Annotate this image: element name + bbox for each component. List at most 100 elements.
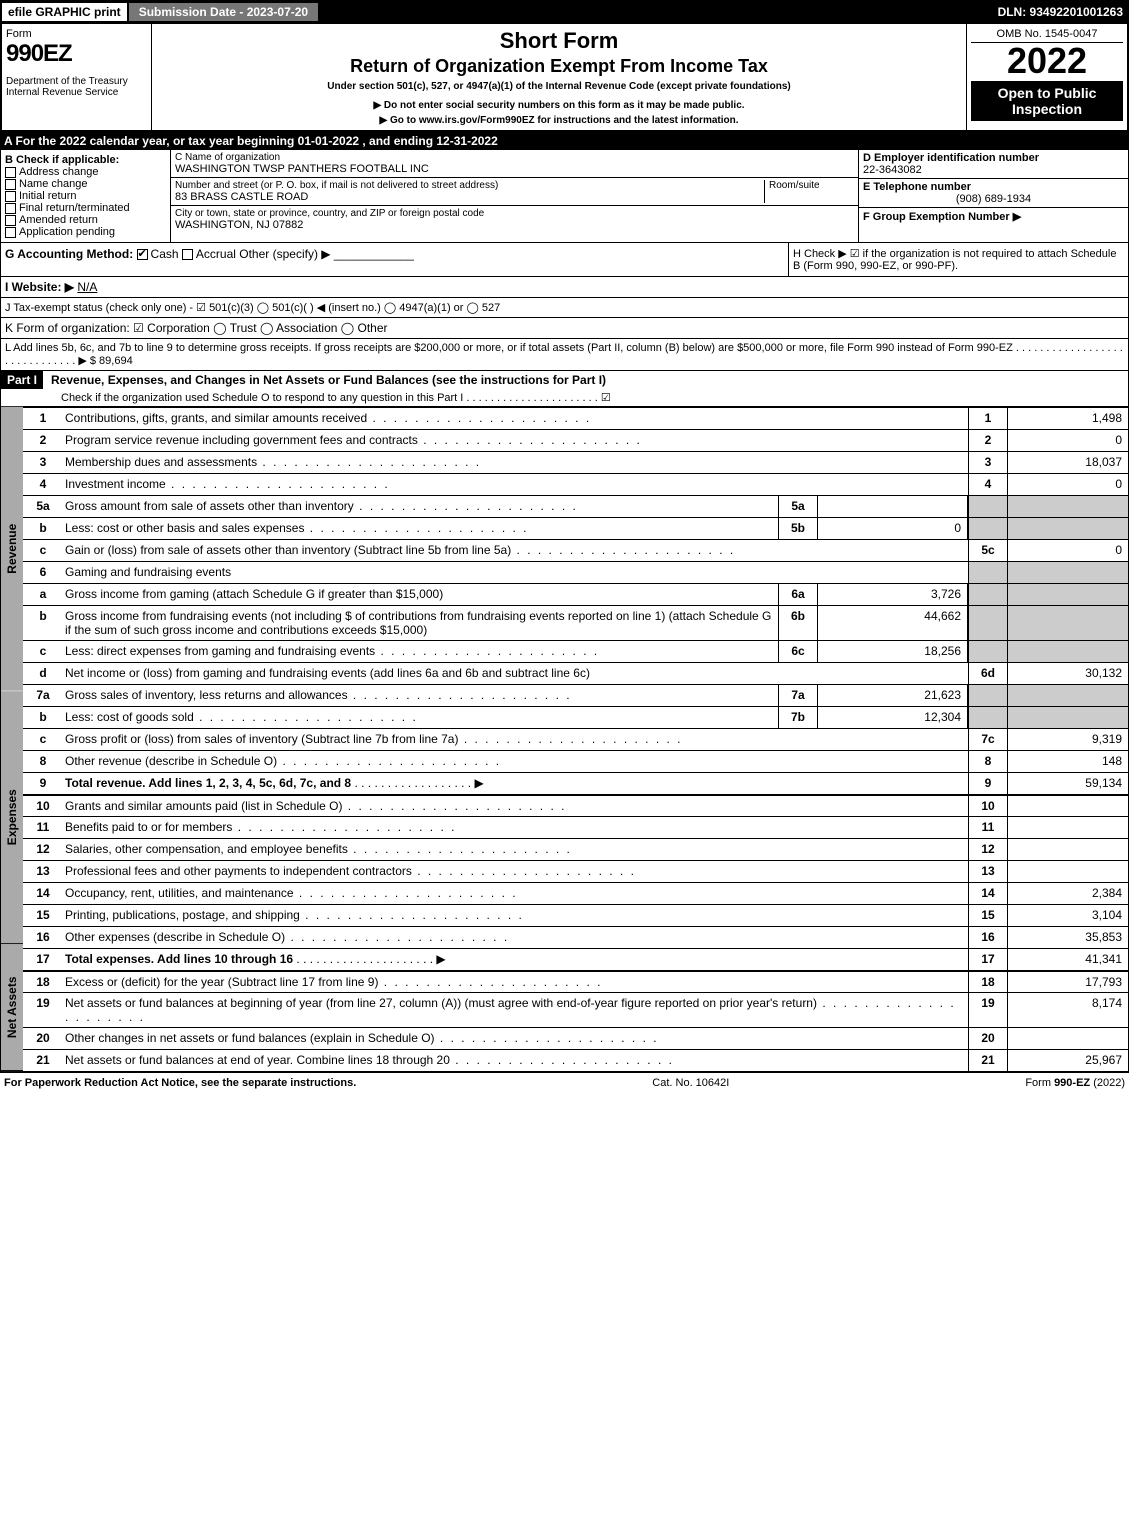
line-16-desc: Other expenses (describe in Schedule O) bbox=[63, 927, 968, 948]
topbar: efile GRAPHIC print Submission Date - 20… bbox=[0, 0, 1129, 24]
part-i-label: Part I bbox=[1, 371, 43, 389]
c-name-label: C Name of organization bbox=[175, 152, 854, 163]
footer: For Paperwork Reduction Act Notice, see … bbox=[0, 1072, 1129, 1093]
line-1-desc: Contributions, gifts, grants, and simila… bbox=[63, 408, 968, 429]
chk-final-return[interactable]: Final return/terminated bbox=[5, 202, 166, 214]
col-d: D Employer identification number 22-3643… bbox=[858, 150, 1128, 242]
header-mid: Short Form Return of Organization Exempt… bbox=[152, 24, 967, 130]
chk-application-pending[interactable]: Application pending bbox=[5, 226, 166, 238]
city-state-zip: WASHINGTON, NJ 07882 bbox=[175, 219, 854, 231]
room-label: Room/suite bbox=[769, 180, 854, 191]
line-14-val: 2,384 bbox=[1008, 883, 1128, 904]
line-2-desc: Program service revenue including govern… bbox=[63, 430, 968, 451]
main-table: Revenue Expenses Net Assets 1Contributio… bbox=[0, 407, 1129, 1072]
line-6d-val: 30,132 bbox=[1008, 663, 1128, 684]
ein-value: 22-3643082 bbox=[863, 164, 1124, 176]
form-number: 990EZ bbox=[6, 40, 147, 68]
website-value: N/A bbox=[77, 280, 97, 294]
line-a: A For the 2022 calendar year, or tax yea… bbox=[0, 132, 1129, 150]
form-header: Form 990EZ Department of the Treasury In… bbox=[0, 24, 1129, 132]
footer-right: Form 990-EZ (2022) bbox=[1025, 1077, 1125, 1089]
city-label: City or town, state or province, country… bbox=[175, 208, 854, 219]
line-17-desc: Total expenses. Add lines 10 through 16 … bbox=[63, 949, 968, 970]
title-short-form: Short Form bbox=[156, 28, 962, 54]
line-21-val: 25,967 bbox=[1008, 1050, 1128, 1071]
line-10-desc: Grants and similar amounts paid (list in… bbox=[63, 796, 968, 816]
line-4-desc: Investment income bbox=[63, 474, 968, 495]
line-6a-val: 3,726 bbox=[818, 584, 968, 605]
chk-accrual[interactable] bbox=[182, 249, 193, 260]
side-netassets: Net Assets bbox=[1, 944, 23, 1071]
line-9-desc: Total revenue. Add lines 1, 2, 3, 4, 5c,… bbox=[63, 773, 968, 794]
b-label: B Check if applicable: bbox=[5, 154, 166, 166]
h-row: H Check ▶ ☑ if the organization is not r… bbox=[788, 243, 1128, 276]
line-3-val: 18,037 bbox=[1008, 452, 1128, 473]
part-i-title: Revenue, Expenses, and Changes in Net As… bbox=[43, 373, 606, 387]
line-7c-val: 9,319 bbox=[1008, 729, 1128, 750]
line-7a-desc: Gross sales of inventory, less returns a… bbox=[63, 685, 778, 706]
line-4-val: 0 bbox=[1008, 474, 1128, 495]
g-row: G Accounting Method: Cash Accrual Other … bbox=[1, 243, 788, 276]
line-3-desc: Membership dues and assessments bbox=[63, 452, 968, 473]
footer-cat: Cat. No. 10642I bbox=[652, 1077, 729, 1089]
line-6c-desc: Less: direct expenses from gaming and fu… bbox=[63, 641, 778, 662]
line-20-val bbox=[1008, 1028, 1128, 1049]
chk-cash[interactable] bbox=[137, 249, 148, 260]
l-row: L Add lines 5b, 6c, and 7b to line 9 to … bbox=[0, 339, 1129, 371]
line-6b-desc: Gross income from fundraising events (no… bbox=[63, 606, 778, 640]
line-5a-val bbox=[818, 496, 968, 517]
phone-value: (908) 689-1934 bbox=[863, 193, 1124, 205]
phone-row: E Telephone number (908) 689-1934 bbox=[859, 179, 1128, 208]
line-9-val: 59,134 bbox=[1008, 773, 1128, 794]
line-12-val bbox=[1008, 839, 1128, 860]
chk-amended-return[interactable]: Amended return bbox=[5, 214, 166, 226]
group-exemption-row: F Group Exemption Number ▶ bbox=[859, 208, 1128, 225]
line-14-desc: Occupancy, rent, utilities, and maintena… bbox=[63, 883, 968, 904]
line-7b-desc: Less: cost of goods sold bbox=[63, 707, 778, 728]
footer-left: For Paperwork Reduction Act Notice, see … bbox=[4, 1077, 356, 1089]
side-revenue: Revenue bbox=[1, 407, 23, 691]
addr-row: Number and street (or P. O. box, if mail… bbox=[171, 178, 858, 206]
form-label: Form bbox=[6, 28, 147, 40]
line-15-desc: Printing, publications, postage, and shi… bbox=[63, 905, 968, 926]
line-6b-val: 44,662 bbox=[818, 606, 968, 640]
line-6d-desc: Net income or (loss) from gaming and fun… bbox=[63, 663, 968, 684]
line-13-desc: Professional fees and other payments to … bbox=[63, 861, 968, 882]
chk-initial-return[interactable]: Initial return bbox=[5, 190, 166, 202]
chk-name-change[interactable]: Name change bbox=[5, 178, 166, 190]
line-16-val: 35,853 bbox=[1008, 927, 1128, 948]
line-5c-val: 0 bbox=[1008, 540, 1128, 561]
dept-label: Department of the Treasury Internal Reve… bbox=[6, 76, 147, 98]
line-8-desc: Other revenue (describe in Schedule O) bbox=[63, 751, 968, 772]
line-18-desc: Excess or (deficit) for the year (Subtra… bbox=[63, 972, 968, 992]
subtitle: Under section 501(c), 527, or 4947(a)(1)… bbox=[156, 81, 962, 92]
title-return: Return of Organization Exempt From Incom… bbox=[156, 56, 962, 77]
line-5b-desc: Less: cost or other basis and sales expe… bbox=[63, 518, 778, 539]
line-1-val: 1,498 bbox=[1008, 408, 1128, 429]
goto-link[interactable]: ▶ Go to www.irs.gov/Form990EZ for instru… bbox=[156, 115, 962, 126]
ssn-warning: ▶ Do not enter social security numbers o… bbox=[156, 100, 962, 111]
line-6a-desc: Gross income from gaming (attach Schedul… bbox=[63, 584, 778, 605]
line-7a-val: 21,623 bbox=[818, 685, 968, 706]
j-row: J Tax-exempt status (check only one) - ☑… bbox=[0, 298, 1129, 318]
header-left: Form 990EZ Department of the Treasury In… bbox=[2, 24, 152, 130]
line-5a-desc: Gross amount from sale of assets other t… bbox=[63, 496, 778, 517]
efile-print-label[interactable]: efile GRAPHIC print bbox=[0, 1, 129, 23]
line-10-val bbox=[1008, 796, 1128, 816]
city-row: City or town, state or province, country… bbox=[171, 206, 858, 233]
org-name-row: C Name of organization WASHINGTON TWSP P… bbox=[171, 150, 858, 178]
chk-address-change[interactable]: Address change bbox=[5, 166, 166, 178]
line-5b-val: 0 bbox=[818, 518, 968, 539]
street-address: 83 BRASS CASTLE ROAD bbox=[175, 191, 764, 203]
open-to-public: Open to Public Inspection bbox=[971, 81, 1123, 121]
line-17-val: 41,341 bbox=[1008, 949, 1128, 970]
tax-year: 2022 bbox=[971, 43, 1123, 79]
line-6c-val: 18,256 bbox=[818, 641, 968, 662]
f-label: F Group Exemption Number ▶ bbox=[863, 211, 1021, 223]
line-2-val: 0 bbox=[1008, 430, 1128, 451]
line-19-desc: Net assets or fund balances at beginning… bbox=[63, 993, 968, 1027]
i-label: I Website: ▶ bbox=[5, 280, 74, 294]
k-row: K Form of organization: ☑ Corporation ◯ … bbox=[0, 318, 1129, 339]
header-right: OMB No. 1545-0047 2022 Open to Public In… bbox=[967, 24, 1127, 130]
line-18-val: 17,793 bbox=[1008, 972, 1128, 992]
